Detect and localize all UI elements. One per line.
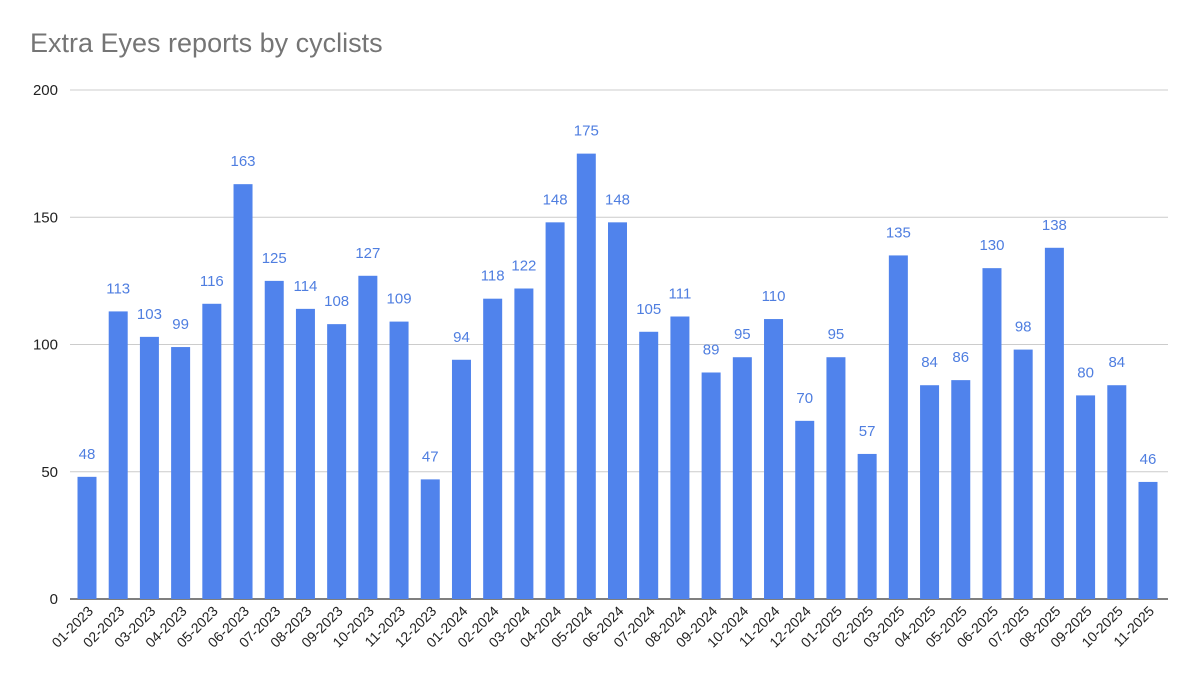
bar [701, 372, 721, 599]
bar [576, 153, 596, 599]
data-label: 110 [762, 288, 786, 305]
chart-title: Extra Eyes reports by cyclists [30, 28, 383, 58]
bar [1076, 395, 1096, 599]
bar [514, 288, 534, 599]
data-label: 122 [511, 258, 536, 275]
bar [1138, 481, 1158, 599]
y-axis-ticks: 0 50 100 150 200 [33, 82, 58, 608]
data-label: 57 [859, 423, 876, 440]
data-label: 95 [734, 326, 751, 343]
data-label: 99 [172, 316, 189, 333]
bar [202, 303, 222, 599]
data-label: 135 [886, 224, 911, 241]
bar [670, 316, 690, 599]
data-label: 130 [979, 237, 1004, 254]
data-label: 70 [796, 390, 813, 407]
bar [951, 380, 971, 599]
bar [920, 385, 940, 599]
data-label: 138 [1042, 217, 1067, 234]
data-label: 84 [1108, 354, 1125, 371]
bar [139, 336, 159, 599]
y-tick-label: 150 [33, 209, 58, 226]
data-label: 48 [79, 446, 96, 463]
bar [451, 359, 471, 599]
bar [1013, 349, 1033, 599]
data-label: 148 [543, 191, 568, 208]
data-label: 46 [1140, 451, 1157, 468]
y-tick-label: 50 [41, 464, 58, 481]
bar [545, 222, 565, 599]
data-label: 109 [387, 291, 412, 308]
bar [764, 319, 784, 599]
bar [826, 357, 846, 599]
y-tick-label: 100 [33, 337, 58, 354]
data-label: 175 [574, 123, 599, 140]
y-tick-label: 0 [50, 591, 58, 608]
data-label: 103 [137, 306, 162, 323]
data-label: 108 [324, 293, 349, 310]
bar [389, 321, 409, 599]
bar [732, 357, 752, 599]
bar [1107, 385, 1127, 599]
bar [608, 222, 627, 599]
bar [888, 255, 908, 600]
bar [1044, 247, 1064, 600]
bar [327, 324, 347, 599]
data-label: 111 [669, 286, 692, 303]
bar [77, 476, 97, 599]
bar [264, 280, 284, 599]
y-tick-label: 200 [33, 82, 58, 99]
data-label: 84 [921, 354, 938, 371]
data-label: 94 [453, 329, 470, 346]
data-label: 113 [106, 280, 130, 297]
bar [483, 298, 503, 599]
data-label: 127 [355, 245, 380, 262]
data-label: 98 [1015, 319, 1032, 336]
bar [233, 184, 253, 600]
data-label: 47 [422, 448, 439, 465]
bar [358, 275, 378, 599]
x-axis-ticks: 01-202302-202303-202304-202305-202306-20… [48, 603, 1157, 651]
data-label: 148 [605, 191, 630, 208]
data-label: 105 [636, 301, 661, 318]
data-label: 163 [231, 153, 256, 170]
data-label: 80 [1077, 364, 1094, 381]
data-label: 89 [703, 341, 720, 358]
bar [857, 453, 877, 599]
bar [795, 420, 815, 599]
bars [77, 153, 1158, 600]
data-label: 86 [952, 349, 969, 366]
data-label: 118 [481, 268, 505, 285]
data-label: 116 [200, 273, 224, 290]
bar [295, 308, 315, 599]
data-label: 125 [262, 250, 287, 267]
bar [982, 268, 1002, 599]
data-labels: 48 113 103 99 116 163 125 114 108 127 109 47 94 118 12… [79, 123, 1157, 468]
bar [420, 479, 440, 599]
data-label: 114 [293, 278, 317, 295]
bar [171, 347, 191, 599]
data-label: 95 [828, 326, 845, 343]
bar [639, 331, 659, 599]
bar [108, 311, 128, 599]
